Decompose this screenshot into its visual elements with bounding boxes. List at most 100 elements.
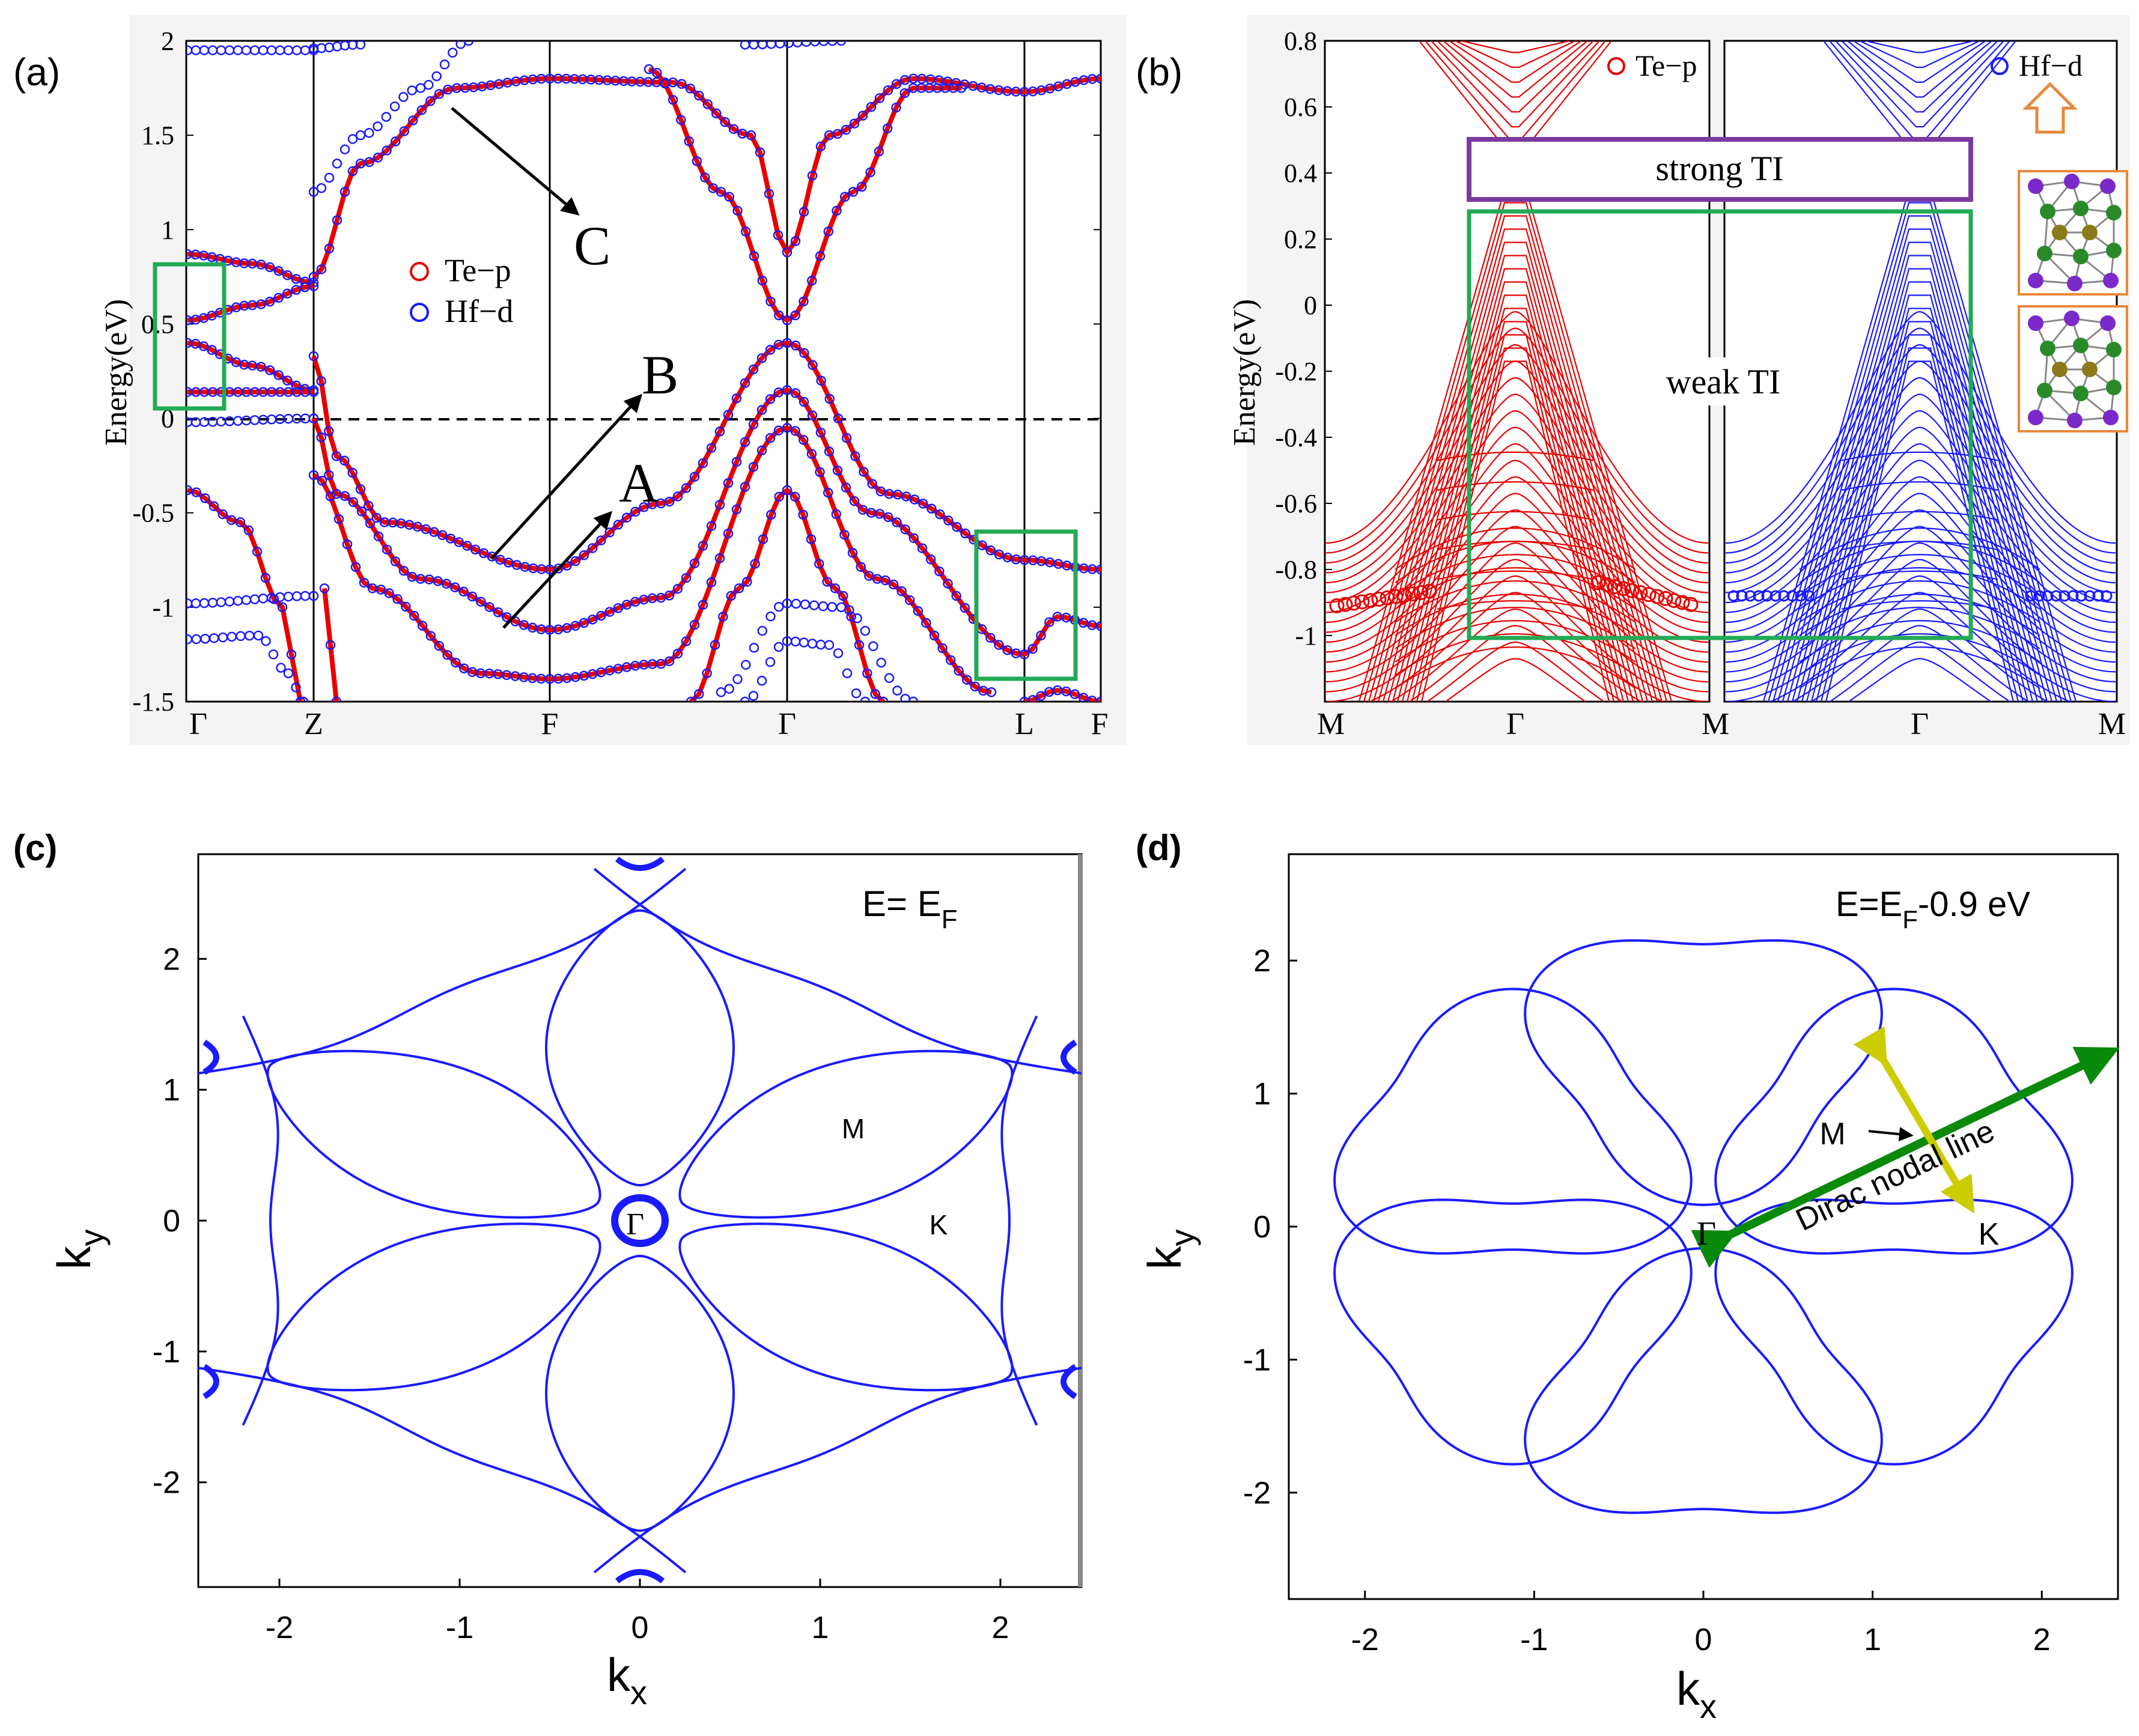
hf-marker — [773, 642, 784, 652]
hf-marker — [282, 270, 293, 281]
hf-marker — [570, 556, 580, 566]
hf-marker — [831, 509, 842, 520]
surface-band — [1325, 509, 1709, 663]
hf-marker — [324, 172, 335, 183]
hf-marker — [476, 596, 486, 607]
panel-a-y-tick-label: 2 — [161, 26, 174, 56]
panel-a-y-tick-label: -1.5 — [132, 687, 174, 717]
hf-marker — [748, 691, 759, 701]
hf-marker — [487, 551, 497, 562]
hf-marker — [874, 93, 885, 103]
hf-marker — [731, 393, 742, 404]
legend-b-te-label: Te−p — [1635, 49, 1697, 82]
panel-a-k-label: L — [1015, 707, 1034, 741]
hf-marker — [604, 607, 615, 617]
hf-marker — [1786, 590, 1798, 602]
hf-marker — [579, 618, 589, 628]
te-marker — [1396, 587, 1412, 603]
te-marker — [1337, 596, 1353, 612]
surface-band — [1815, 334, 2024, 702]
panel-c-point-M: M — [842, 1113, 865, 1144]
hf-marker — [710, 640, 720, 650]
surface-band — [1799, 593, 2040, 636]
panel-d-title: E=EF-0.9 eV — [1836, 885, 2030, 933]
hf-marker — [986, 687, 997, 697]
fermi-edge-pocket — [1060, 1039, 1077, 1075]
te-band — [322, 588, 339, 702]
hf-marker — [519, 620, 529, 630]
panel-d-point-M: M — [1819, 1117, 1845, 1152]
hf-marker — [790, 491, 800, 502]
hf-marker — [2033, 590, 2045, 602]
hf-marker — [2075, 590, 2087, 602]
surface-band — [1449, 41, 1582, 83]
hf-marker — [841, 124, 851, 135]
surface-band — [1841, 451, 1998, 461]
hf-marker — [874, 509, 885, 519]
panel-c-point-gamma: Γ — [626, 1207, 644, 1242]
hf-marker — [424, 80, 434, 90]
panel-a-k-label: Z — [304, 707, 323, 741]
atom — [2064, 174, 2080, 189]
hf-marker — [830, 583, 841, 593]
hf-marker — [799, 207, 809, 217]
hf-marker — [462, 541, 472, 551]
hf-marker — [913, 605, 923, 616]
surface-band — [1443, 41, 1588, 98]
panel-a-green-box-gamma — [153, 262, 227, 411]
hf-marker — [740, 437, 750, 448]
hf-marker — [1019, 696, 1030, 702]
hf-marker — [862, 668, 872, 679]
hf-marker — [2025, 590, 2037, 602]
atom — [2106, 342, 2122, 357]
hf-marker — [664, 590, 675, 601]
panel-a-k-label: Γ — [189, 707, 207, 741]
hf-marker — [807, 410, 818, 420]
surface-band — [1725, 493, 2116, 653]
hf-marker — [823, 487, 833, 498]
arrow-C — [451, 107, 580, 216]
hf-marker — [765, 394, 776, 404]
panel-a-y-tick-label: -1 — [152, 593, 174, 622]
hf-marker — [295, 696, 306, 702]
panel-b-y-tick-label: 0.6 — [1284, 93, 1317, 122]
hf-marker — [373, 531, 384, 542]
hf-marker — [355, 41, 366, 50]
hf-marker — [808, 360, 818, 370]
surface-band — [1725, 377, 2116, 584]
hf-marker — [824, 393, 835, 404]
atom — [2082, 225, 2098, 240]
surface-band — [1389, 608, 1643, 702]
hf-marker — [790, 236, 801, 246]
surface-band — [1395, 554, 1636, 596]
hf-marker — [1778, 590, 1790, 602]
hf-marker — [398, 565, 409, 576]
hf-marker — [392, 593, 403, 604]
hf-marker — [962, 675, 972, 685]
fermi-outer-arc — [1000, 1015, 1038, 1426]
hf-marker — [355, 484, 366, 494]
hf-marker — [943, 515, 954, 526]
hf-marker — [832, 129, 843, 139]
legend-te-marker — [410, 262, 429, 281]
surface-band — [1820, 347, 2019, 702]
hf-marker — [685, 83, 696, 94]
hf-marker — [1061, 686, 1071, 697]
surface-band — [1841, 41, 1998, 113]
hf-marker — [891, 79, 902, 90]
hf-marker — [1027, 694, 1038, 702]
hf-marker — [706, 577, 717, 587]
hf-marker — [470, 544, 481, 555]
surface-band — [1325, 410, 1709, 604]
hf-marker — [815, 427, 826, 438]
hf-marker — [596, 610, 606, 621]
hf-marker — [994, 549, 1005, 560]
surface-band — [1772, 215, 2067, 702]
hf-marker — [1769, 590, 1781, 602]
panel-b-y-tick-label: 0.2 — [1284, 225, 1317, 254]
surface-band — [1796, 281, 2043, 702]
hf-marker — [639, 502, 649, 512]
hf-marker — [384, 588, 394, 598]
hf-marker — [1803, 590, 1815, 602]
